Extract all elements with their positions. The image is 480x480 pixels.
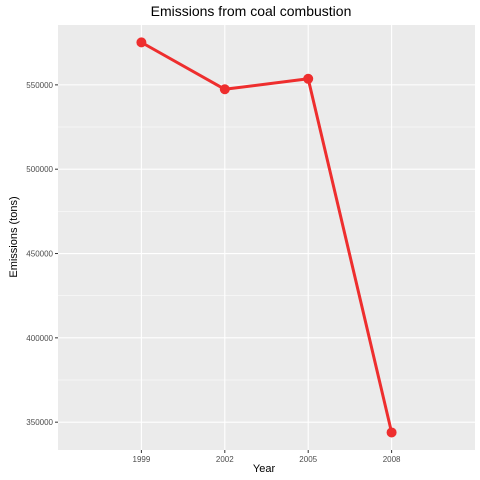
- y-tick-label: 350000: [26, 418, 53, 427]
- x-tick-label: 1999: [133, 455, 151, 464]
- x-tick-label: 2002: [216, 455, 234, 464]
- series-layer: [136, 37, 397, 438]
- data-point: [303, 73, 314, 84]
- data-point: [136, 37, 147, 48]
- x-tick-label: 2005: [299, 455, 317, 464]
- x-tick-label: 2008: [383, 455, 401, 464]
- y-axis-title: Emissions (tons): [8, 196, 20, 277]
- chart-title: Emissions from coal combustion: [151, 3, 352, 19]
- x-axis-title: Year: [253, 463, 276, 475]
- y-tick-label: 550000: [26, 81, 53, 90]
- plot-panel: [58, 25, 475, 450]
- x-tick-labels: 1999 2002 2005 2008: [133, 455, 402, 464]
- grid-minor: [58, 126, 475, 381]
- data-point: [386, 427, 397, 438]
- data-point: [219, 84, 230, 95]
- axis-ticks: [55, 84, 393, 453]
- series-line: [140, 41, 394, 433]
- y-tick-label: 500000: [26, 165, 53, 174]
- y-tick-labels: 350000 400000 450000 500000 550000: [26, 81, 53, 427]
- y-tick-label: 400000: [26, 334, 53, 343]
- y-tick-label: 450000: [26, 250, 53, 259]
